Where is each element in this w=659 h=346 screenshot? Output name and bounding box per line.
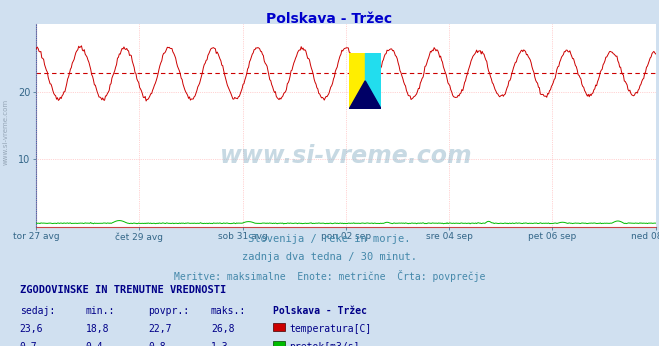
Text: maks.:: maks.: (211, 306, 246, 316)
Text: zadnja dva tedna / 30 minut.: zadnja dva tedna / 30 minut. (242, 252, 417, 262)
Text: sedaj:: sedaj: (20, 306, 55, 316)
Text: 26,8: 26,8 (211, 324, 235, 334)
Text: Polskava - Tržec: Polskava - Tržec (273, 306, 368, 316)
Text: 22,7: 22,7 (148, 324, 172, 334)
Text: www.si-vreme.com: www.si-vreme.com (2, 98, 9, 165)
Text: temperatura[C]: temperatura[C] (289, 324, 372, 334)
Text: 18,8: 18,8 (86, 324, 109, 334)
Text: 0,8: 0,8 (148, 342, 166, 346)
Text: 0,7: 0,7 (20, 342, 38, 346)
Text: Polskava - Tržec: Polskava - Tržec (266, 12, 393, 26)
Text: povpr.:: povpr.: (148, 306, 189, 316)
Text: Meritve: maksimalne  Enote: metrične  Črta: povprečje: Meritve: maksimalne Enote: metrične Črta… (174, 270, 485, 282)
Text: www.si-vreme.com: www.si-vreme.com (219, 144, 473, 168)
Text: 0,4: 0,4 (86, 342, 103, 346)
Text: 1,3: 1,3 (211, 342, 229, 346)
Text: pretok[m3/s]: pretok[m3/s] (289, 342, 360, 346)
Text: Slovenija / reke in morje.: Slovenija / reke in morje. (248, 234, 411, 244)
Text: ZGODOVINSKE IN TRENUTNE VREDNOSTI: ZGODOVINSKE IN TRENUTNE VREDNOSTI (20, 285, 226, 295)
Text: min.:: min.: (86, 306, 115, 316)
Text: 23,6: 23,6 (20, 324, 43, 334)
